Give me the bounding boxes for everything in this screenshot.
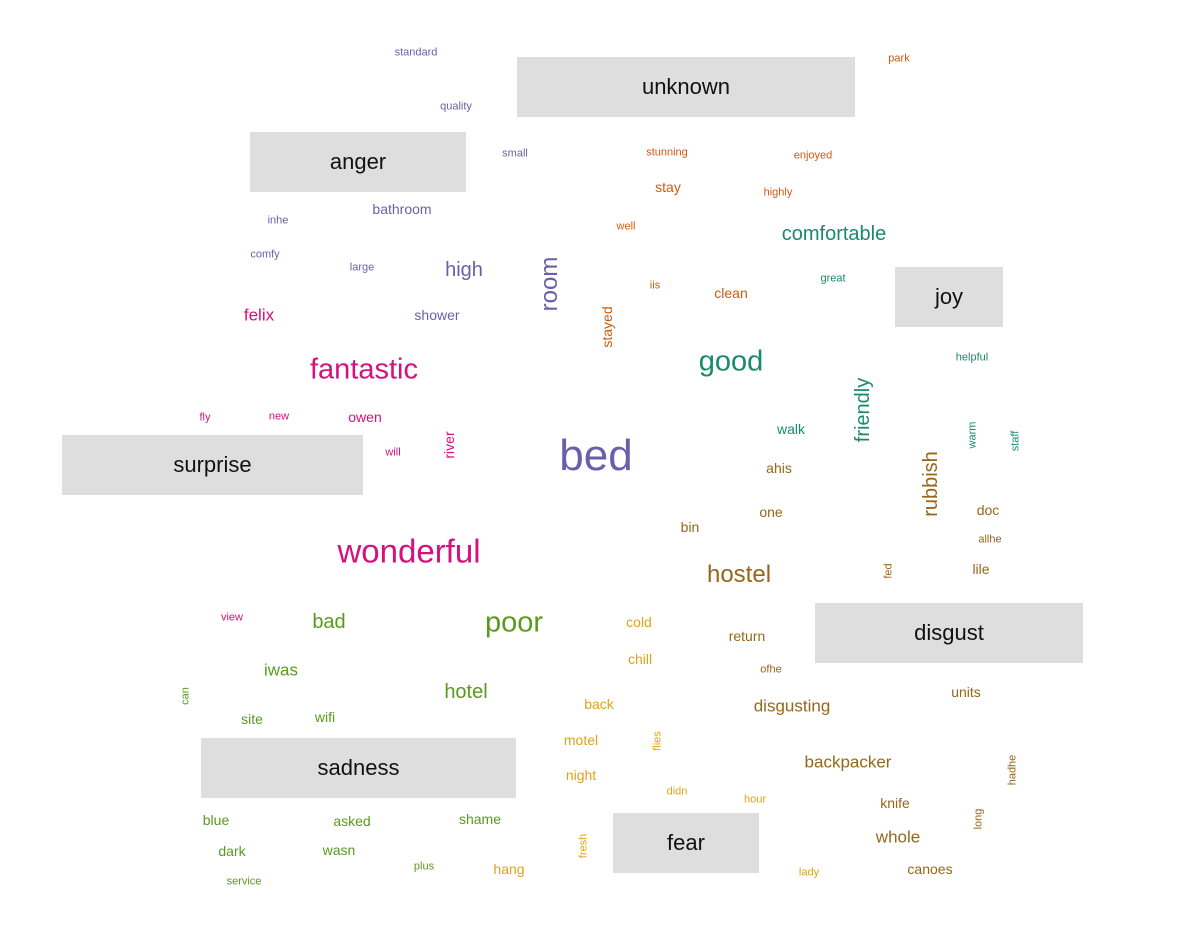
- word-comfy: comfy: [250, 248, 280, 261]
- word-wifi: wifi: [314, 709, 336, 725]
- word-iis: iis: [649, 279, 661, 292]
- word-lile: lile: [972, 561, 990, 577]
- word-motel: motel: [563, 732, 599, 748]
- word-bed: bed: [559, 431, 633, 480]
- word-bathroom: bathroom: [372, 201, 432, 217]
- word-comfortable: comfortable: [781, 223, 887, 245]
- word-knife: knife: [880, 795, 910, 811]
- word-ofhe: ofhe: [760, 663, 782, 676]
- word-chill: chill: [627, 651, 653, 667]
- word-hang: hang: [493, 861, 525, 877]
- word-park: park: [888, 52, 910, 65]
- word-large: large: [349, 261, 375, 274]
- word-view: view: [220, 611, 244, 624]
- word-felix: felix: [243, 305, 275, 325]
- word-disgusting: disgusting: [753, 696, 831, 716]
- word-bin: bin: [680, 519, 700, 535]
- emotion-label-fear: fear: [613, 813, 759, 873]
- word-high: high: [445, 259, 483, 281]
- word-walk: walk: [776, 421, 806, 437]
- word-one: one: [759, 504, 783, 520]
- word-standard: standard: [394, 46, 438, 59]
- word-wasn: wasn: [322, 842, 356, 858]
- word-stunning: stunning: [646, 146, 688, 159]
- word-site: site: [241, 711, 263, 727]
- word-night: night: [565, 767, 597, 783]
- word-backpacker: backpacker: [804, 752, 892, 772]
- word-warm: warm: [966, 421, 979, 449]
- word-dark: dark: [218, 843, 246, 859]
- word-iwas: iwas: [263, 660, 299, 680]
- word-poor: poor: [484, 606, 544, 639]
- word-well: well: [616, 220, 636, 233]
- word-hotel: hotel: [444, 681, 488, 703]
- emotion-label-anger: anger: [250, 132, 466, 192]
- word-shame: shame: [458, 811, 502, 827]
- word-river: river: [441, 431, 457, 459]
- word-highly: highly: [763, 186, 793, 199]
- word-hostel: hostel: [706, 561, 772, 588]
- word-flies: flies: [651, 731, 664, 751]
- word-units: units: [951, 684, 981, 700]
- word-staff: staff: [1009, 430, 1022, 452]
- word-whole: whole: [875, 827, 921, 847]
- word-fed: fed: [882, 563, 895, 579]
- word-owen: owen: [348, 409, 382, 425]
- word-bad: bad: [312, 611, 346, 633]
- word-ahis: ahis: [766, 460, 792, 476]
- word-clean: clean: [714, 285, 748, 301]
- word-stayed: stayed: [599, 306, 615, 348]
- word-fly: fly: [199, 411, 211, 424]
- word-back: back: [584, 696, 614, 712]
- word-cold: cold: [626, 614, 652, 630]
- word-didn: didn: [666, 785, 688, 798]
- word-quality: quality: [440, 100, 472, 113]
- emotion-label-unknown: unknown: [517, 57, 855, 117]
- word-blue: blue: [202, 812, 230, 828]
- word-rubbish: rubbish: [920, 451, 942, 517]
- word-room: room: [536, 256, 563, 312]
- word-will: will: [385, 446, 401, 459]
- word-fresh: fresh: [577, 833, 590, 859]
- emotion-label-surprise: surprise: [62, 435, 363, 495]
- word-lady: lady: [798, 866, 820, 879]
- word-hadhe: hadhe: [1006, 754, 1019, 786]
- emotion-label-disgust: disgust: [815, 603, 1083, 663]
- word-hour: hour: [743, 793, 767, 806]
- word-inhe: inhe: [267, 214, 289, 227]
- word-fantastic: fantastic: [310, 353, 418, 386]
- word-doc: doc: [976, 502, 1000, 518]
- word-shower: shower: [414, 307, 460, 323]
- word-new: new: [268, 410, 290, 423]
- word-service: service: [226, 875, 262, 888]
- emotion-label-joy: joy: [895, 267, 1003, 327]
- word-wonderful: wonderful: [337, 532, 481, 570]
- word-good: good: [698, 345, 764, 378]
- word-return: return: [728, 628, 766, 644]
- word-great: great: [820, 272, 846, 285]
- word-allhe: allhe: [978, 533, 1002, 546]
- word-small: small: [502, 147, 528, 160]
- emotion-label-sadness: sadness: [201, 738, 516, 798]
- word-canoes: canoes: [907, 861, 953, 877]
- word-friendly: friendly: [852, 377, 874, 443]
- word-asked: asked: [333, 813, 371, 829]
- word-plus: plus: [413, 860, 435, 873]
- word-enjoyed: enjoyed: [793, 149, 833, 162]
- word-long: long: [972, 808, 985, 830]
- word-helpful: helpful: [955, 351, 989, 364]
- word-stay: stay: [655, 179, 681, 195]
- word-can: can: [179, 687, 192, 705]
